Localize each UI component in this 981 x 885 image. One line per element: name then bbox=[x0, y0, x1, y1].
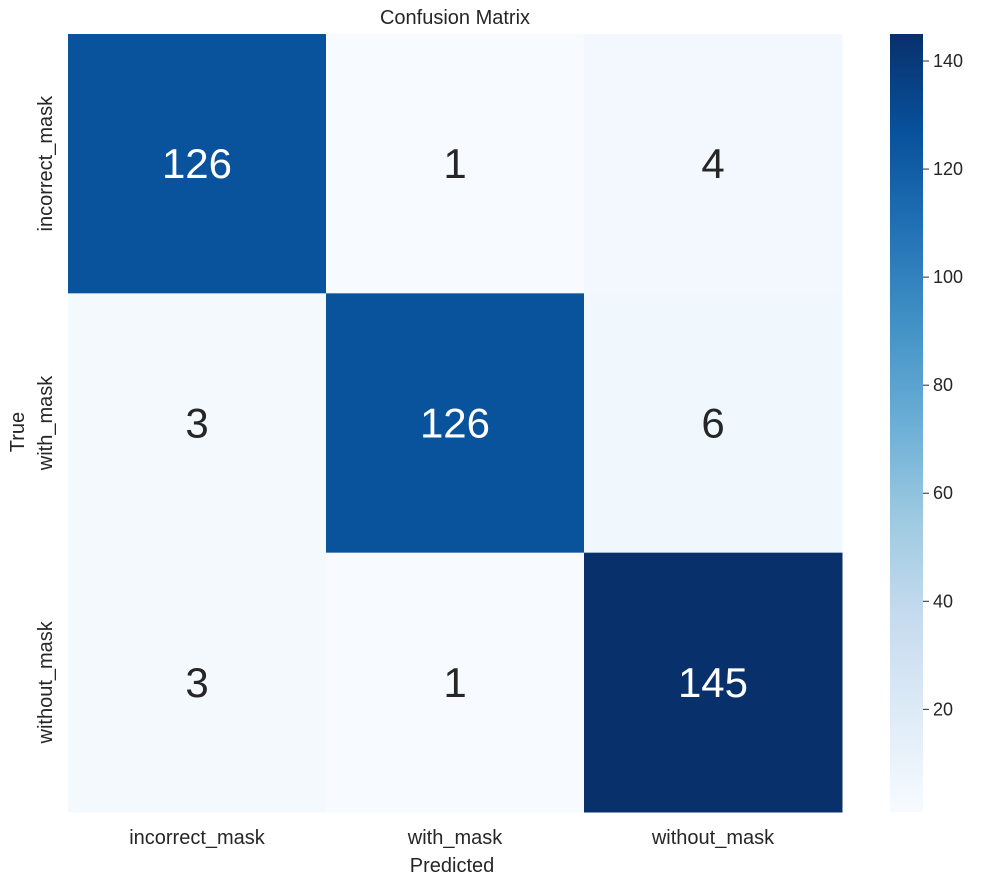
heatmap-cell bbox=[584, 293, 843, 554]
cell-value-label: 3 bbox=[185, 400, 208, 447]
cell-value-label: 145 bbox=[678, 659, 748, 706]
heatmap-cell bbox=[68, 552, 327, 813]
heatmap-cell bbox=[326, 293, 585, 554]
y-tick-label: incorrect_mask bbox=[35, 95, 57, 232]
cell-value-label: 1 bbox=[443, 140, 466, 187]
colorbar-tick-label: 100 bbox=[933, 267, 963, 287]
cell-value-label: 6 bbox=[701, 400, 724, 447]
colorbar-tick-label: 140 bbox=[933, 51, 963, 71]
cell-value-label: 4 bbox=[701, 140, 724, 187]
colorbar bbox=[890, 34, 923, 812]
chart-title: Confusion Matrix bbox=[380, 7, 530, 29]
cell-value-label: 126 bbox=[162, 140, 232, 187]
heatmap-cell bbox=[68, 34, 327, 294]
y-tick-label: without_mask bbox=[35, 620, 57, 744]
colorbar-tick-label: 60 bbox=[933, 483, 953, 503]
colorbar-ticks: 20 40 60 80 100 120 140 bbox=[923, 51, 963, 719]
colorbar-tick-label: 120 bbox=[933, 159, 963, 179]
y-axis-label: True bbox=[7, 412, 29, 452]
cell-value-label: 126 bbox=[420, 400, 490, 447]
colorbar-tick-label: 40 bbox=[933, 591, 953, 611]
x-tick-label: incorrect_mask bbox=[129, 827, 266, 849]
x-tick-labels: incorrect_mask with_mask without_mask bbox=[129, 827, 775, 849]
x-tick-label: without_mask bbox=[651, 827, 775, 849]
cell-value-label: 1 bbox=[443, 659, 466, 706]
heatmap-cell bbox=[326, 34, 585, 294]
heatmap-cell bbox=[68, 293, 327, 554]
colorbar-tick-label: 80 bbox=[933, 375, 953, 395]
colorbar-tick-label: 20 bbox=[933, 699, 953, 719]
cell-annotations: 126 1 4 3 126 6 3 1 145 bbox=[162, 140, 748, 706]
heatmap-cells bbox=[68, 34, 843, 813]
heatmap-cell bbox=[584, 34, 843, 294]
x-axis-label: Predicted bbox=[410, 855, 495, 877]
x-tick-label: with_mask bbox=[407, 827, 503, 849]
y-tick-labels: incorrect_mask with_mask without_mask bbox=[35, 95, 57, 745]
heatmap-cell bbox=[326, 552, 585, 813]
y-tick-label: with_mask bbox=[35, 375, 57, 471]
heatmap-cell bbox=[584, 552, 843, 813]
cell-value-label: 3 bbox=[185, 659, 208, 706]
